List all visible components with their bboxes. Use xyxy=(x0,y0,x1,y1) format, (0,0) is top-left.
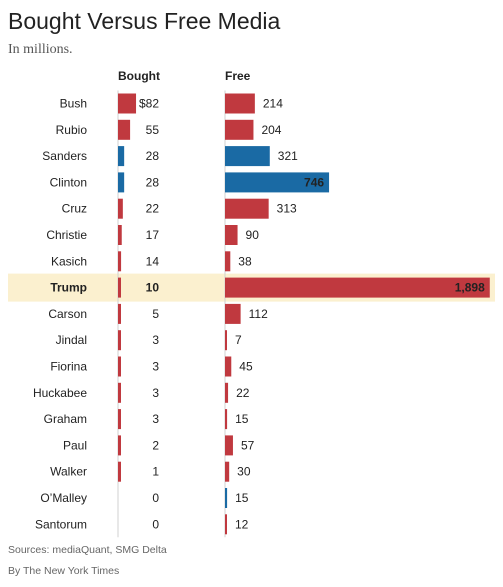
bought-bar xyxy=(118,382,121,403)
bought-value-label: 22 xyxy=(146,202,160,216)
candidate-label: O’Malley xyxy=(40,491,87,505)
free-bar xyxy=(225,303,241,324)
free-value-label: 15 xyxy=(235,412,249,426)
free-value-label: 15 xyxy=(235,491,249,505)
free-value-label: 321 xyxy=(278,149,298,163)
free-value-label: 112 xyxy=(249,307,268,321)
bought-value-label: 3 xyxy=(152,360,159,374)
bought-bar xyxy=(118,461,121,482)
free-bar xyxy=(225,435,233,456)
candidate-label: Cruz xyxy=(62,202,87,216)
bought-bar xyxy=(118,330,121,351)
bought-value-label: $82 xyxy=(139,97,159,111)
bought-bar xyxy=(118,303,121,324)
bought-column-header: Bought xyxy=(118,69,160,83)
bought-value-label: 55 xyxy=(146,123,160,137)
free-bar xyxy=(225,198,269,219)
bought-bar xyxy=(118,277,121,298)
free-bar xyxy=(225,409,228,430)
bought-bar xyxy=(118,93,137,114)
candidate-label: Carson xyxy=(48,307,87,321)
free-bar xyxy=(225,514,227,535)
credit-line: By The New York Times xyxy=(8,565,120,577)
free-value-label: 45 xyxy=(239,360,253,374)
candidate-label: Fiorina xyxy=(50,360,87,374)
free-bar xyxy=(225,488,228,508)
bought-value-label: 3 xyxy=(152,412,159,426)
candidate-label: Walker xyxy=(50,465,87,479)
bought-bar xyxy=(118,119,131,140)
candidate-label: Kasich xyxy=(51,254,87,268)
bought-bar xyxy=(118,251,122,272)
free-value-label: 204 xyxy=(261,123,281,137)
bought-value-label: 2 xyxy=(152,438,159,452)
bought-value-label: 3 xyxy=(152,333,159,347)
free-bar xyxy=(225,225,238,245)
candidate-label: Graham xyxy=(44,412,87,426)
free-bar xyxy=(225,146,270,167)
free-value-label: 1,898 xyxy=(455,281,485,295)
bought-value-label: 1 xyxy=(152,465,159,479)
free-value-label: 90 xyxy=(246,228,260,242)
bought-value-label: 14 xyxy=(146,254,160,268)
candidate-label: Trump xyxy=(50,281,87,295)
bought-bar xyxy=(118,172,125,193)
bought-bar xyxy=(118,356,121,377)
free-value-label: 12 xyxy=(235,517,249,531)
free-value-label: 7 xyxy=(235,333,242,347)
free-value-label: 746 xyxy=(304,175,324,189)
free-value-label: 30 xyxy=(237,465,251,479)
candidate-label: Sanders xyxy=(42,149,87,163)
bought-bar xyxy=(118,409,121,430)
chart-subtitle: In millions. xyxy=(8,42,73,57)
candidate-label: Huckabee xyxy=(33,386,87,400)
sources-note: Sources: mediaQuant, SMG Delta xyxy=(8,544,167,556)
candidate-label: Clinton xyxy=(50,175,87,189)
bought-bar xyxy=(118,198,123,219)
free-bar xyxy=(225,119,254,140)
free-value-label: 22 xyxy=(236,386,250,400)
bought-bar xyxy=(118,146,125,167)
candidate-label: Bush xyxy=(60,97,87,111)
free-column-header: Free xyxy=(225,69,251,83)
candidate-label: Rubio xyxy=(56,123,88,137)
bought-value-label: 28 xyxy=(146,149,160,163)
free-value-label: 313 xyxy=(277,202,297,216)
free-value-label: 57 xyxy=(241,438,255,452)
free-bar xyxy=(225,382,229,403)
free-bar xyxy=(225,330,227,351)
free-bar xyxy=(225,93,255,114)
free-bar xyxy=(225,277,490,298)
bought-value-label: 0 xyxy=(152,517,159,531)
bought-bar xyxy=(118,225,122,245)
bought-value-label: 3 xyxy=(152,386,159,400)
free-value-label: 214 xyxy=(263,97,283,111)
bought-value-label: 17 xyxy=(146,228,160,242)
candidate-label: Christie xyxy=(46,228,87,242)
candidate-label: Paul xyxy=(63,438,87,452)
bought-value-label: 5 xyxy=(152,307,159,321)
bought-value-label: 0 xyxy=(152,491,159,505)
free-bar xyxy=(225,356,232,377)
free-bar xyxy=(225,461,230,482)
candidate-label: Jindal xyxy=(56,333,87,347)
bought-value-label: 10 xyxy=(146,281,160,295)
bought-value-label: 28 xyxy=(146,175,160,189)
free-bar xyxy=(225,251,231,272)
free-bar xyxy=(225,172,330,193)
bought-bar xyxy=(118,435,121,456)
free-value-label: 38 xyxy=(238,254,252,268)
candidate-label: Santorum xyxy=(35,517,87,531)
chart-title: Bought Versus Free Media xyxy=(8,8,281,34)
